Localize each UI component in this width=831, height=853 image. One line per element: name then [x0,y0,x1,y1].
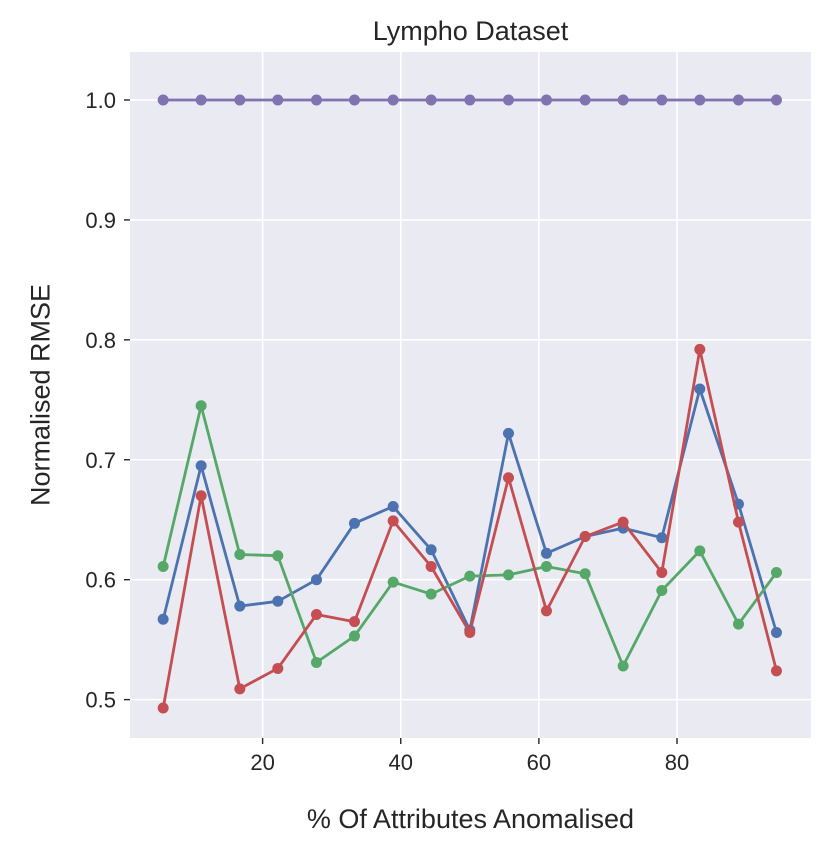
series-red-point [540,605,552,617]
series-red-point [272,662,284,674]
series-green-point [157,561,169,572]
x-tick-label: 40 [389,750,413,775]
x-axis-label: % Of Attributes Anomalised [307,804,634,834]
series-red-point [387,515,399,527]
series-green-point [502,569,514,581]
series-red-point [694,343,706,355]
series-blue-point [348,517,360,529]
series-green-point [694,545,706,557]
series-purple-point [694,94,706,106]
series-group [157,94,782,714]
series-red-point [732,516,744,528]
series-green-point [579,568,591,580]
series-green-point [656,584,668,596]
series-purple-point [348,94,360,106]
series-blue-point [694,383,706,395]
y-tick-label: 0.5 [85,688,116,713]
series-purple-point [502,94,514,106]
series-green [157,400,782,672]
series-blue-point [770,626,782,638]
series-green-point [464,570,476,582]
series-red-point [579,531,591,543]
series-purple-point [195,94,207,106]
series-blue-point [656,532,668,544]
series-green-point [387,576,399,588]
chart-title: Lympho Dataset [373,16,569,46]
series-green-point [234,549,246,561]
series-red [157,343,782,714]
series-red-point [464,626,476,638]
series-blue-point [502,427,514,439]
series-red-point [617,516,629,528]
series-purple-point [234,94,246,106]
series-purple [157,94,782,106]
series-green-point [310,656,322,668]
series-blue-point [387,501,399,513]
series-purple-point [272,94,284,106]
x-tick-label: 80 [665,750,689,775]
series-purple-point [656,94,668,106]
series-purple-point [770,94,782,106]
series-purple-point [387,94,399,106]
series-red-point [195,490,207,502]
series-purple-point [540,94,552,106]
x-tick-label: 60 [527,750,551,775]
series-blue-point [540,547,552,559]
series-green-point [425,588,437,600]
y-tick-label: 0.6 [85,568,116,593]
series-blue-point [310,574,322,586]
series-red-point [425,561,437,572]
series-purple-point [732,94,744,106]
series-purple-point [464,94,476,106]
series-red-point [656,566,668,578]
y-tick-label: 0.7 [85,448,116,473]
series-red-point [157,702,169,714]
series-purple-point [310,94,322,106]
axis-ticks: 20 40 60 80 0.5 0.6 0.7 0.8 0.9 1.0 [85,88,689,775]
series-purple-point [157,94,169,106]
y-axis-label: Normalised RMSE [25,284,55,506]
series-red-point [234,683,246,695]
series-green-point [272,550,284,562]
series-purple-point [425,94,437,106]
series-red-point [310,608,322,620]
series-red-point [770,665,782,677]
series-blue-point [272,595,284,607]
series-green-point [732,618,744,630]
x-tick-label: 20 [250,750,274,775]
series-blue-point [234,600,246,612]
series-blue-point [425,544,437,556]
y-tick-label: 0.9 [85,208,116,233]
y-tick-label: 0.8 [85,328,116,353]
series-red-point [348,616,360,628]
series-green-point [540,561,552,572]
series-blue-point [157,613,169,625]
series-red-point [502,472,514,484]
series-purple-point [617,94,629,106]
series-purple-point [579,94,591,106]
y-tick-label: 1.0 [85,88,116,113]
series-green-point [617,660,629,672]
series-green-point [770,566,782,578]
series-green-point [195,400,207,412]
series-green-point [348,630,360,642]
series-blue-point [195,460,207,472]
